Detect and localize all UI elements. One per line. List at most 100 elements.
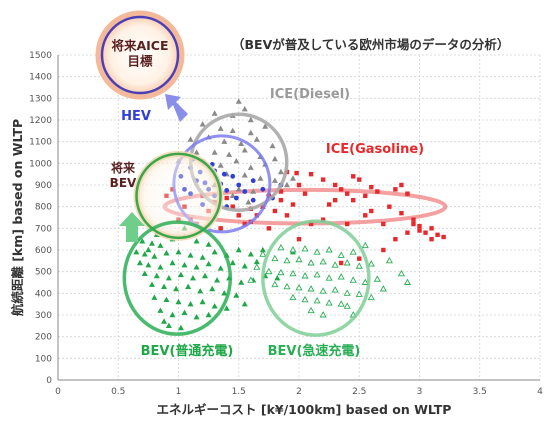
bev-normal-point bbox=[211, 303, 218, 309]
bev-normal-point bbox=[205, 311, 212, 318]
bev-normal-point bbox=[151, 294, 158, 300]
bev-normal-point bbox=[157, 264, 164, 270]
ice-gasoline-point bbox=[363, 213, 368, 218]
bev-normal-point bbox=[187, 300, 194, 307]
ice-diesel-point bbox=[217, 125, 224, 131]
y-tick-label: 1200 bbox=[29, 116, 52, 126]
ice-gasoline-point bbox=[272, 208, 278, 214]
bev-normal-point bbox=[199, 254, 206, 260]
bev-fast-point bbox=[403, 278, 412, 285]
bev-normal-point bbox=[274, 274, 281, 281]
bev-fast-point bbox=[277, 268, 285, 276]
bev-fast-point bbox=[343, 289, 351, 296]
bev-fast-point bbox=[349, 248, 357, 255]
bev-normal-point bbox=[161, 318, 168, 324]
ice-gasoline-point bbox=[308, 221, 314, 227]
hev-label: HEV bbox=[121, 109, 151, 124]
ice-diesel-point bbox=[289, 175, 296, 181]
chart-subtitle: （BEVが普及している欧州市場のデータの分析） bbox=[232, 37, 510, 52]
bev-normal-point bbox=[157, 307, 164, 313]
ice-gasoline-point bbox=[242, 221, 247, 227]
bev-normal-point bbox=[217, 265, 224, 271]
ice-gasoline-point bbox=[338, 260, 344, 266]
y-tick-label: 1500 bbox=[29, 51, 52, 61]
bev-fast-point bbox=[385, 256, 393, 264]
bev-normal-point bbox=[163, 296, 170, 303]
ice-gasoline-point bbox=[375, 189, 380, 194]
ice-diesel-point bbox=[250, 188, 257, 194]
bev-fast-point bbox=[271, 254, 279, 262]
ice-gasoline-point bbox=[236, 213, 241, 218]
ice-gasoline-point bbox=[332, 182, 338, 188]
ice-diesel-label: ICE(Diesel) bbox=[270, 87, 350, 102]
future-bev-label: 将来 bbox=[111, 160, 136, 175]
y-tick-label: 500 bbox=[35, 268, 52, 278]
hev-point bbox=[242, 189, 248, 194]
ice-diesel-point bbox=[241, 172, 248, 178]
bev-fast-point bbox=[289, 269, 297, 277]
bev-fast-point bbox=[355, 262, 363, 269]
bev-fast-point bbox=[289, 293, 297, 301]
y-tick-label: 300 bbox=[35, 311, 52, 321]
bev-fast-point bbox=[307, 306, 315, 314]
ice-gasoline-point bbox=[266, 226, 272, 231]
ice-diesel-point bbox=[221, 138, 228, 144]
bev-fast-point bbox=[379, 285, 387, 292]
y-tick-label: 400 bbox=[35, 289, 52, 299]
hev-point bbox=[250, 178, 256, 184]
hev-point bbox=[250, 197, 256, 203]
y-tick-label: 700 bbox=[35, 224, 52, 234]
ice-diesel-point bbox=[262, 123, 269, 129]
ice-gasoline-point bbox=[278, 189, 284, 194]
bev-fast-point bbox=[325, 246, 333, 253]
ice-gasoline-point bbox=[218, 226, 223, 231]
bev-normal-point bbox=[185, 283, 192, 290]
ice-diesel-point bbox=[247, 164, 254, 170]
ice-gasoline-point bbox=[405, 230, 410, 235]
x-tick-label: 2.5 bbox=[352, 387, 366, 397]
bev-fast-point bbox=[325, 274, 333, 281]
bev-normal-point bbox=[211, 248, 218, 255]
bev-fast-point bbox=[367, 260, 375, 267]
bev-normal-point bbox=[148, 281, 155, 287]
x-tick-label: 1 bbox=[176, 387, 182, 397]
ice-gasoline-point bbox=[441, 234, 446, 240]
bev-up-arrow-icon bbox=[119, 212, 145, 242]
x-tick-label: 0 bbox=[55, 387, 61, 397]
y-tick-label: 1300 bbox=[29, 94, 52, 104]
ice-gasoline-point bbox=[357, 256, 362, 261]
bev-normal-point bbox=[233, 292, 240, 298]
ice-diesel-point bbox=[226, 151, 233, 157]
x-tick-label: 3.5 bbox=[473, 387, 487, 397]
bev-normal-point bbox=[189, 274, 196, 281]
ice-gasoline-point bbox=[417, 223, 422, 229]
ice-gasoline-point bbox=[381, 221, 386, 227]
bev-normal-point bbox=[247, 251, 254, 257]
bev-normal-point bbox=[193, 238, 200, 244]
y-tick-label: 800 bbox=[35, 203, 52, 213]
hev-point bbox=[221, 171, 227, 177]
bev-normal-point bbox=[133, 248, 140, 255]
bev-fast-point bbox=[337, 273, 345, 280]
bev-normal-point bbox=[177, 324, 184, 331]
ice-gasoline-point bbox=[351, 197, 356, 203]
ice-diesel-point bbox=[238, 140, 245, 147]
ice-gasoline-point bbox=[351, 174, 356, 179]
ice-gasoline-point bbox=[399, 182, 404, 188]
target-ring bbox=[100, 15, 180, 95]
bev-fast-point bbox=[307, 259, 315, 266]
bev-fast-point bbox=[349, 276, 357, 283]
bev-fast-point bbox=[265, 267, 273, 275]
bev-normal-point bbox=[197, 287, 204, 294]
y-tick-label: 600 bbox=[35, 246, 52, 256]
ice-diesel-point bbox=[235, 98, 242, 104]
bev-fast-point bbox=[295, 255, 303, 263]
ice-diesel-point bbox=[233, 157, 240, 164]
ice-diesel-point bbox=[271, 177, 278, 183]
x-axis-label: エネルギーコスト [k¥/100km] based on WLTP bbox=[157, 402, 452, 417]
bev-fast-point bbox=[337, 300, 345, 307]
bev-normal-point bbox=[157, 242, 164, 248]
ice-gasoline-point bbox=[369, 208, 374, 214]
bev-normal-point bbox=[181, 261, 188, 268]
